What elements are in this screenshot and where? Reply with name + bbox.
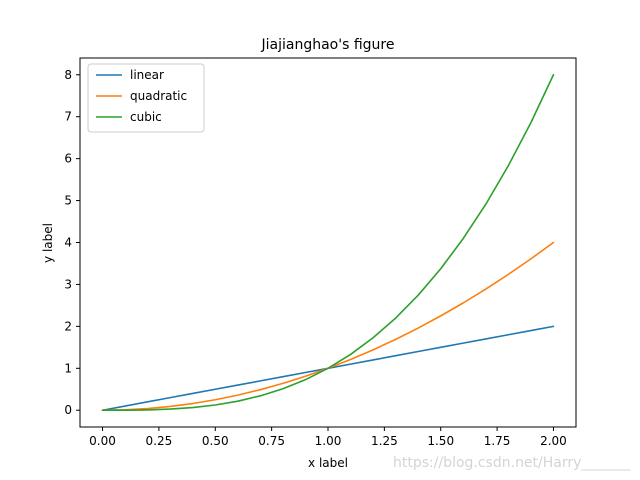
legend-label-cubic: cubic <box>130 110 162 124</box>
y-tick-label: 3 <box>64 277 72 291</box>
legend: linear quadratic cubic <box>87 63 205 133</box>
watermark-text: https://blog.csdn.net/Harry_______ <box>393 455 631 471</box>
y-tick-label: 2 <box>64 319 72 333</box>
y-tick-label: 5 <box>64 194 72 208</box>
plot-area: 0.00 0.25 0.50 0.75 1.00 1.25 1.50 1.75 2.00 0 1 2 3… <box>64 57 577 448</box>
x-tick-label: 1.25 <box>371 434 398 448</box>
y-tick-label: 1 <box>64 361 72 375</box>
x-tick-label: 2.00 <box>540 434 567 448</box>
legend-label-linear: linear <box>130 68 164 82</box>
x-tick-label: 0.00 <box>89 434 116 448</box>
x-tick-label: 0.25 <box>146 434 173 448</box>
y-tick-label: 7 <box>64 110 72 124</box>
y-tick-label: 8 <box>64 68 72 82</box>
x-tick-label: 1.00 <box>315 434 342 448</box>
x-tick-label: 1.75 <box>484 434 511 448</box>
x-axis-label: x label <box>308 456 348 470</box>
series-line-cubic <box>101 73 555 412</box>
y-tick-label: 0 <box>64 403 72 417</box>
y-tick-label: 6 <box>64 152 72 166</box>
legend-label-quadratic: quadratic <box>130 89 187 103</box>
y-axis-label: y label <box>41 223 55 263</box>
legend-box <box>87 63 205 133</box>
x-tick-label: 1.50 <box>427 434 454 448</box>
chart-title: Jiajianghao's figure <box>261 37 395 53</box>
x-tick-label: 0.75 <box>258 434 285 448</box>
y-tick-label: 4 <box>64 236 72 250</box>
x-tick-label: 0.50 <box>202 434 229 448</box>
